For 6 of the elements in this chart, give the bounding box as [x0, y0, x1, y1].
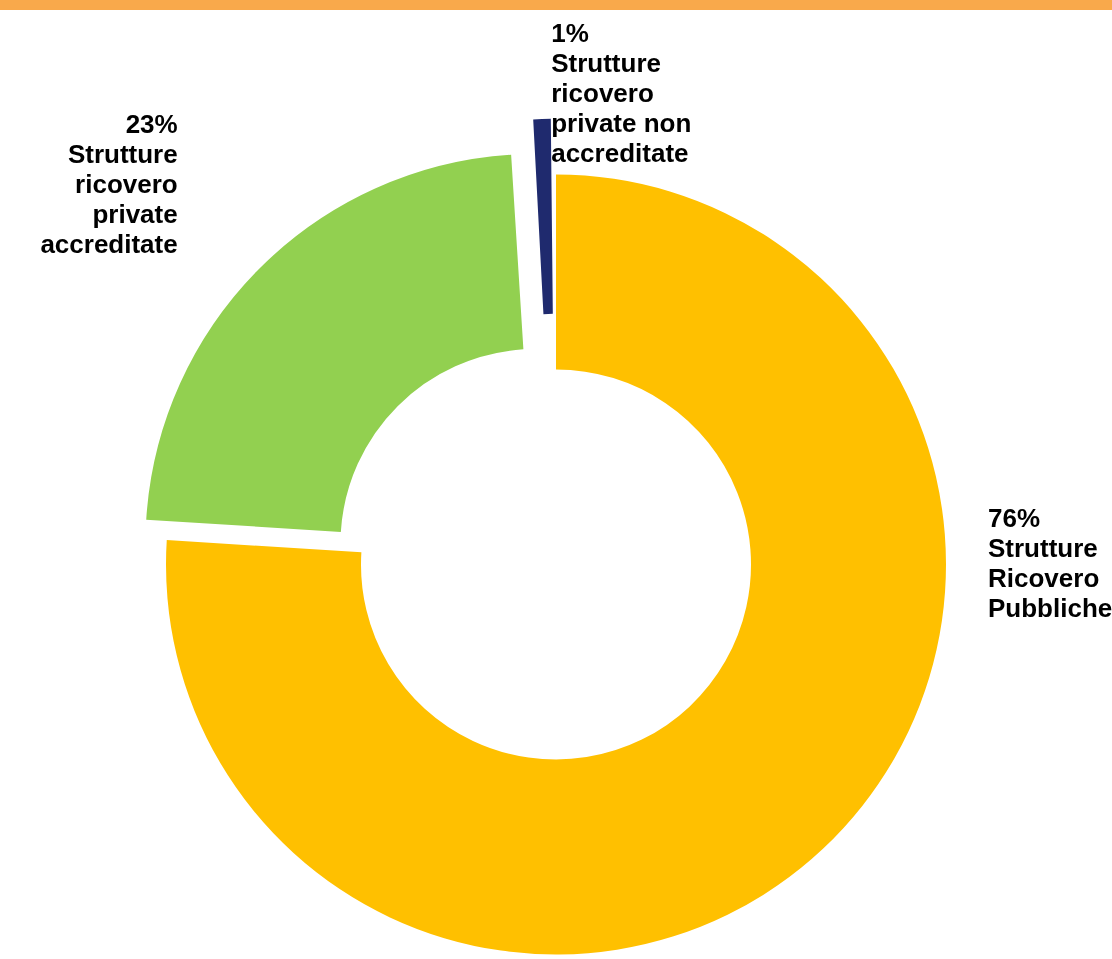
slice-label: Strutture ricovero private accreditate	[40, 139, 178, 260]
slice-label: Strutture ricovero private non accreditate	[551, 48, 692, 169]
data-label: 76%	[988, 502, 1041, 533]
data-label: 23%	[125, 109, 178, 140]
data-label: 1%	[551, 18, 589, 49]
slice-label: Strutture Ricovero Pubbliche	[988, 532, 1112, 623]
